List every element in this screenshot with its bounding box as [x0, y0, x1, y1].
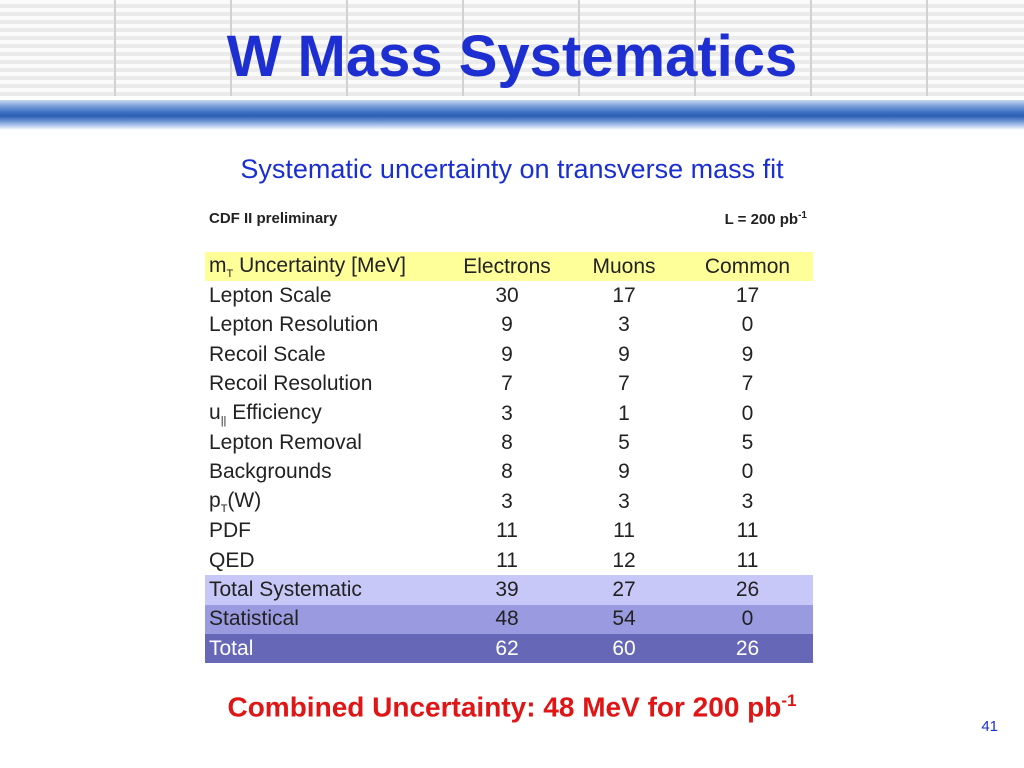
cell-common: 9	[741, 342, 754, 366]
header-label-suffix: Uncertainty [MeV]	[233, 253, 406, 277]
cell-electrons: 3	[501, 401, 513, 425]
table-row: Backgrounds 8 9 0	[205, 458, 813, 487]
cell-common: 0	[741, 607, 754, 631]
header-label: mT Uncertainty [MeV]	[205, 252, 448, 281]
cell-electrons: 9	[501, 342, 513, 366]
row-label: QED	[209, 548, 255, 572]
cell-electrons: 39	[495, 577, 519, 601]
row-label: Total	[209, 636, 254, 660]
cell-common: 11	[736, 548, 759, 572]
cell-muons: 7	[618, 372, 630, 396]
cell-common: 3	[741, 489, 754, 513]
cell-muons: 17	[612, 284, 636, 308]
cell-muons: 9	[618, 342, 630, 366]
cell-muons: 54	[612, 607, 636, 631]
row-label: pT(W)	[205, 487, 448, 516]
slide-subtitle: Systematic uncertainty on transverse mas…	[240, 154, 784, 184]
table-row: Lepton Scale 30 17 17	[205, 281, 813, 310]
table-row: u|| Efficiency 3 1 0	[205, 399, 813, 428]
header-grid-background	[0, 0, 1024, 96]
cell-common: 5	[741, 431, 754, 455]
combined-uncertainty-exponent: -1	[781, 691, 797, 710]
cell-muons: 3	[618, 313, 630, 337]
cell-common: 0	[741, 460, 754, 484]
row-label: Recoil Scale	[209, 342, 326, 366]
table-row: Recoil Resolution 7 7 7	[205, 370, 813, 399]
row-label-subscript: ||	[220, 414, 227, 427]
table-row: Lepton Resolution 9 3 0	[205, 311, 813, 340]
page-number: 41	[981, 718, 998, 735]
row-label-prefix: u	[209, 400, 221, 424]
cell-electrons: 11	[496, 519, 518, 543]
cell-common: 0	[741, 401, 754, 425]
table-row: Lepton Removal 8 5 5	[205, 428, 813, 457]
cell-electrons: 9	[501, 313, 513, 337]
cell-common: 26	[735, 636, 760, 660]
cell-electrons: 62	[495, 636, 519, 660]
cell-electrons: 8	[501, 431, 513, 455]
cell-electrons: 11	[496, 548, 518, 572]
row-label-suffix: Efficiency	[226, 400, 322, 424]
cell-electrons: 30	[495, 284, 519, 308]
row-label: Lepton Resolution	[209, 313, 379, 337]
row-label: Statistical	[209, 607, 299, 631]
cell-common: 17	[735, 284, 760, 308]
slide-title: W Mass Systematics	[226, 24, 798, 89]
cell-common: 26	[735, 577, 760, 601]
systematics-table-image: CDF II preliminary L = 200 pb-1 mT Uncer…	[205, 203, 813, 669]
statistical-row: Statistical 48 54 0	[205, 604, 813, 635]
row-label: Lepton Scale	[209, 284, 332, 308]
cell-common: 0	[741, 313, 754, 337]
cell-common: 7	[741, 372, 754, 396]
row-label: Recoil Resolution	[209, 372, 373, 396]
systematics-table: mT Uncertainty [MeV] Electrons Muons Com…	[205, 252, 813, 664]
cell-common: 11	[736, 519, 759, 543]
luminosity-exponent: -1	[798, 210, 807, 221]
table-caption-left: CDF II preliminary	[209, 210, 338, 227]
table-row: QED 11 12 11	[205, 546, 813, 575]
row-label: Total Systematic	[209, 577, 362, 601]
total-row: Total 62 60 26	[205, 634, 813, 664]
cell-muons: 60	[612, 636, 636, 660]
combined-uncertainty-text: Combined Uncertainty: 48 MeV for 200 pb	[227, 691, 782, 723]
header-electrons: Electrons	[463, 254, 551, 278]
row-label-suffix: (W)	[227, 488, 262, 512]
row-label-prefix: p	[209, 488, 221, 512]
row-label: PDF	[209, 519, 251, 543]
table-caption-luminosity: L = 200 pb-1	[725, 210, 807, 228]
row-label: Lepton Removal	[209, 431, 362, 455]
total-systematic-row: Total Systematic 39 27 26	[205, 575, 813, 605]
table-row: PDF 11 11 11	[205, 517, 813, 546]
cell-electrons: 3	[501, 489, 513, 513]
cell-muons: 11	[613, 519, 635, 543]
cell-electrons: 8	[501, 460, 513, 484]
row-label: u|| Efficiency	[205, 399, 448, 428]
cell-muons: 5	[618, 431, 630, 455]
cell-muons: 9	[618, 460, 630, 484]
cell-electrons: 7	[501, 372, 513, 396]
header-label-subscript: T	[226, 267, 234, 280]
row-label-subscript: T	[220, 502, 228, 515]
header-muons: Muons	[592, 254, 656, 278]
header-divider-band	[0, 96, 1024, 132]
cell-muons: 3	[618, 489, 630, 513]
table-row: Recoil Scale 9 9 9	[205, 340, 813, 369]
row-label: Backgrounds	[209, 460, 332, 484]
table-row: pT(W) 3 3 3	[205, 487, 813, 516]
cell-electrons: 48	[495, 607, 519, 631]
header-common: Common	[704, 254, 791, 278]
luminosity-value: L = 200 pb	[724, 211, 799, 228]
cell-muons: 1	[618, 401, 630, 425]
table-header-row: mT Uncertainty [MeV] Electrons Muons Com…	[205, 252, 813, 282]
header-label-prefix: m	[209, 253, 227, 277]
cell-muons: 27	[612, 577, 636, 601]
combined-uncertainty: Combined Uncertainty: 48 MeV for 200 pb-…	[0, 681, 1024, 727]
cell-muons: 12	[612, 548, 636, 572]
